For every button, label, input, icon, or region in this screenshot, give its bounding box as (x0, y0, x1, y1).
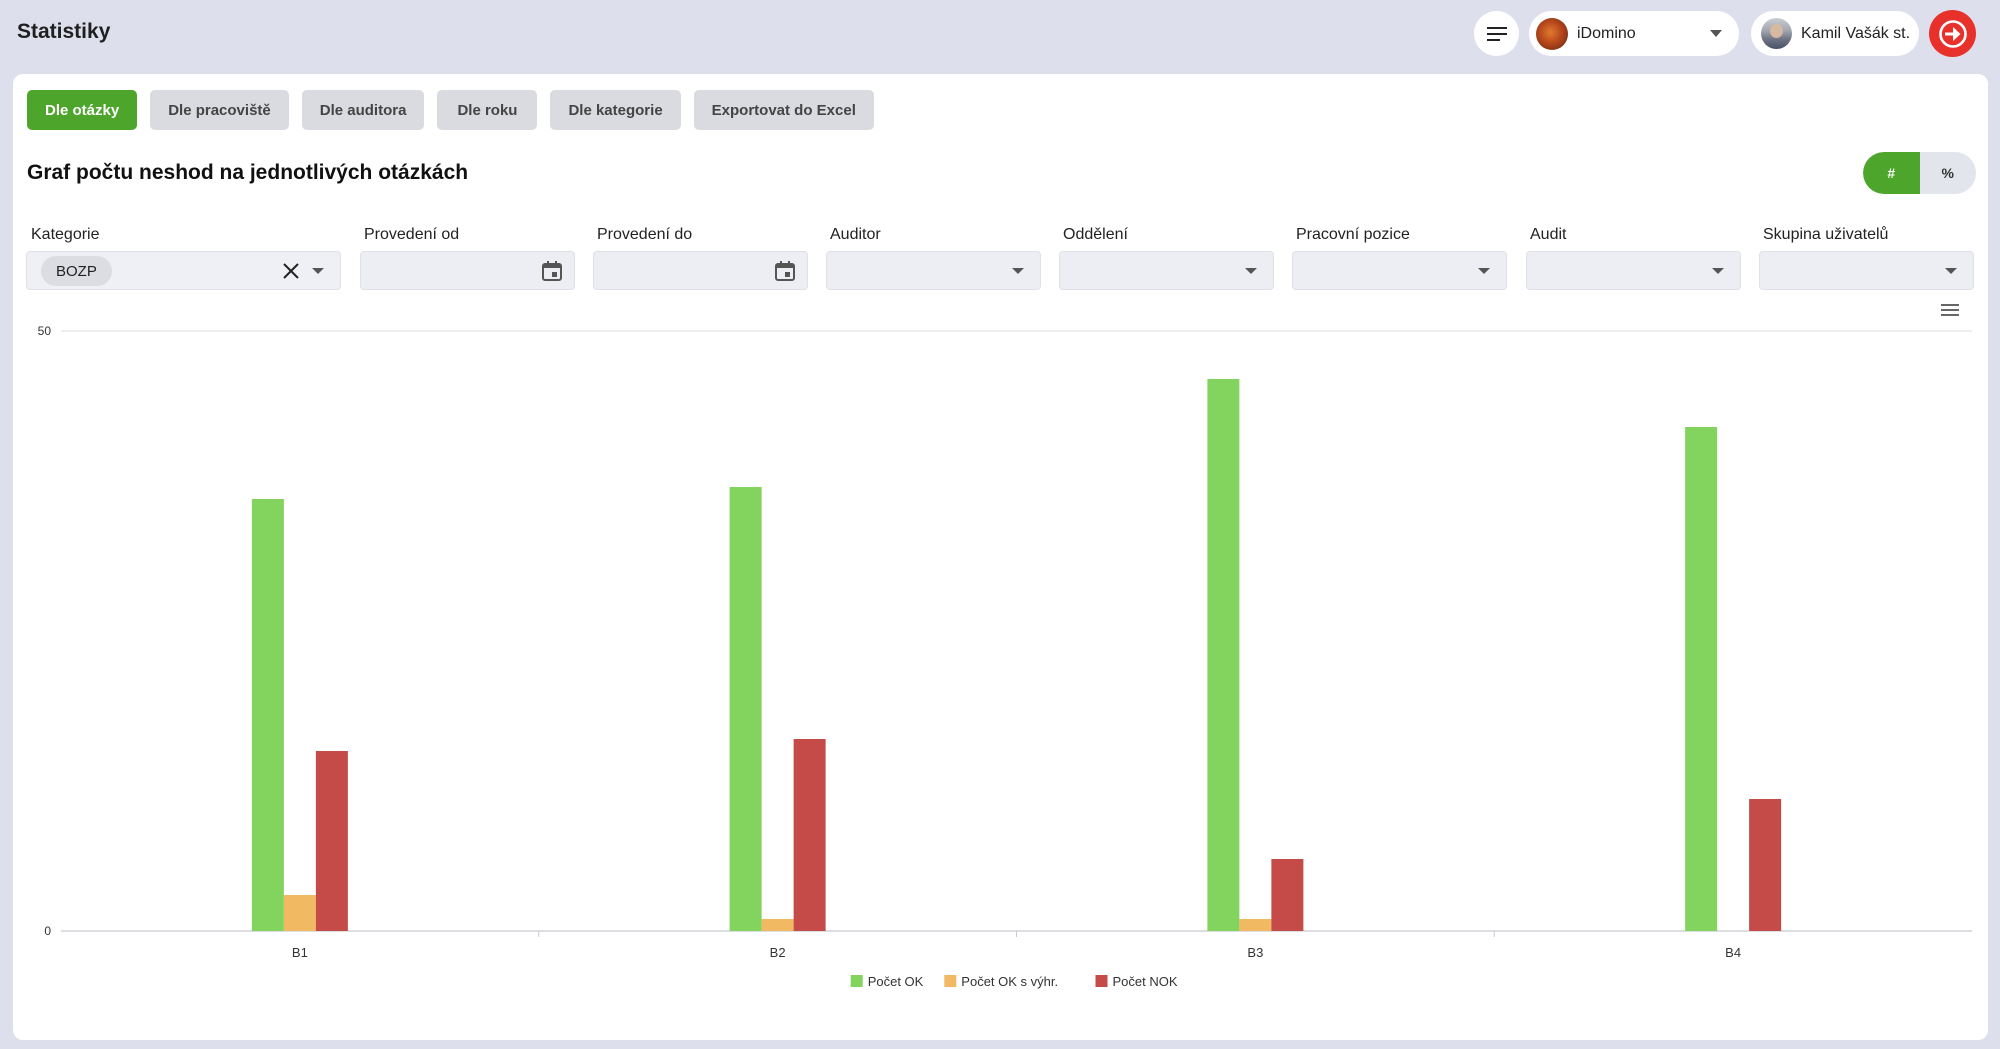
user-profile-button[interactable]: Kamil Vašák st. (1751, 11, 1919, 56)
logout-arrow-icon (1938, 19, 1967, 48)
filter-label: Pracovní pozice (1296, 226, 1410, 243)
category-select[interactable]: BOZP (26, 251, 341, 290)
chevron-down-icon (1245, 268, 1257, 274)
top-bar: Statistiky iDomino Kamil Vašák st. (0, 0, 2000, 72)
filter-category: Kategorie BOZP (26, 226, 341, 290)
tab-by-category[interactable]: Dle kategorie (550, 90, 681, 130)
chart-title: Graf počtu neshod na jednotlivých otázká… (27, 161, 469, 184)
close-icon[interactable] (282, 262, 300, 280)
filter-label: Oddělení (1063, 226, 1128, 243)
toggle-percent[interactable]: % (1941, 165, 1954, 181)
tab-by-year[interactable]: Dle roku (437, 90, 538, 130)
filter-label: Skupina uživatelů (1763, 226, 1889, 243)
department-select[interactable] (1059, 251, 1274, 290)
selected-category-chip[interactable]: BOZP (41, 256, 112, 286)
avatar (1761, 18, 1792, 49)
filter-label: Audit (1530, 226, 1567, 243)
date-from-field[interactable] (360, 251, 575, 290)
calendar-icon[interactable] (774, 260, 796, 282)
organization-select[interactable]: iDomino (1529, 11, 1739, 56)
filter-position: Pracovní pozice (1292, 226, 1507, 290)
statistics-panel: Dle otázky Dle pracoviště Dle auditora D… (13, 74, 1988, 1040)
logout-button[interactable] (1929, 10, 1976, 57)
tab-by-workplace[interactable]: Dle pracoviště (150, 90, 289, 130)
filter-date-to: Provedení do (593, 226, 808, 290)
filter-label: Provedení od (364, 226, 460, 243)
user-group-select[interactable] (1759, 251, 1974, 290)
filter-label: Kategorie (31, 226, 100, 243)
user-name: Kamil Vašák st. (1801, 24, 1911, 42)
date-to-field[interactable] (593, 251, 808, 290)
count-percent-toggle: # % (1863, 152, 1976, 194)
filter-auditor: Auditor (826, 226, 1041, 290)
filter-date-from: Provedení od (360, 226, 575, 290)
organization-label: iDomino (1577, 24, 1636, 42)
organization-logo (1536, 17, 1568, 50)
chevron-down-icon[interactable] (312, 268, 324, 274)
calendar-icon[interactable] (541, 260, 563, 282)
filter-label: Auditor (830, 226, 881, 243)
filter-user-group: Skupina uživatelů (1759, 226, 1974, 290)
filter-audit: Audit (1526, 226, 1741, 290)
chevron-down-icon (1712, 268, 1724, 274)
tab-by-auditor[interactable]: Dle auditora (301, 90, 425, 130)
menu-button[interactable] (1474, 11, 1519, 56)
chevron-down-icon (1012, 268, 1024, 274)
page-title: Statistiky (17, 20, 111, 43)
tab-by-question[interactable]: Dle otázky (27, 90, 138, 130)
menu-icon (1486, 26, 1507, 41)
chevron-down-icon (1945, 268, 1957, 274)
toggle-count[interactable]: # (1863, 152, 1920, 194)
filter-department: Oddělení (1059, 226, 1274, 290)
auditor-select[interactable] (826, 251, 1041, 290)
filter-label: Provedení do (597, 226, 693, 243)
audit-select[interactable] (1526, 251, 1741, 290)
chevron-down-icon (1478, 268, 1490, 274)
chart-menu-icon[interactable] (1941, 303, 1959, 317)
view-tabs: Dle otázky Dle pracoviště Dle auditora D… (27, 90, 887, 130)
position-select[interactable] (1292, 251, 1507, 290)
chevron-down-icon (1710, 30, 1722, 37)
export-excel-button[interactable]: Exportovat do Excel (693, 90, 874, 130)
